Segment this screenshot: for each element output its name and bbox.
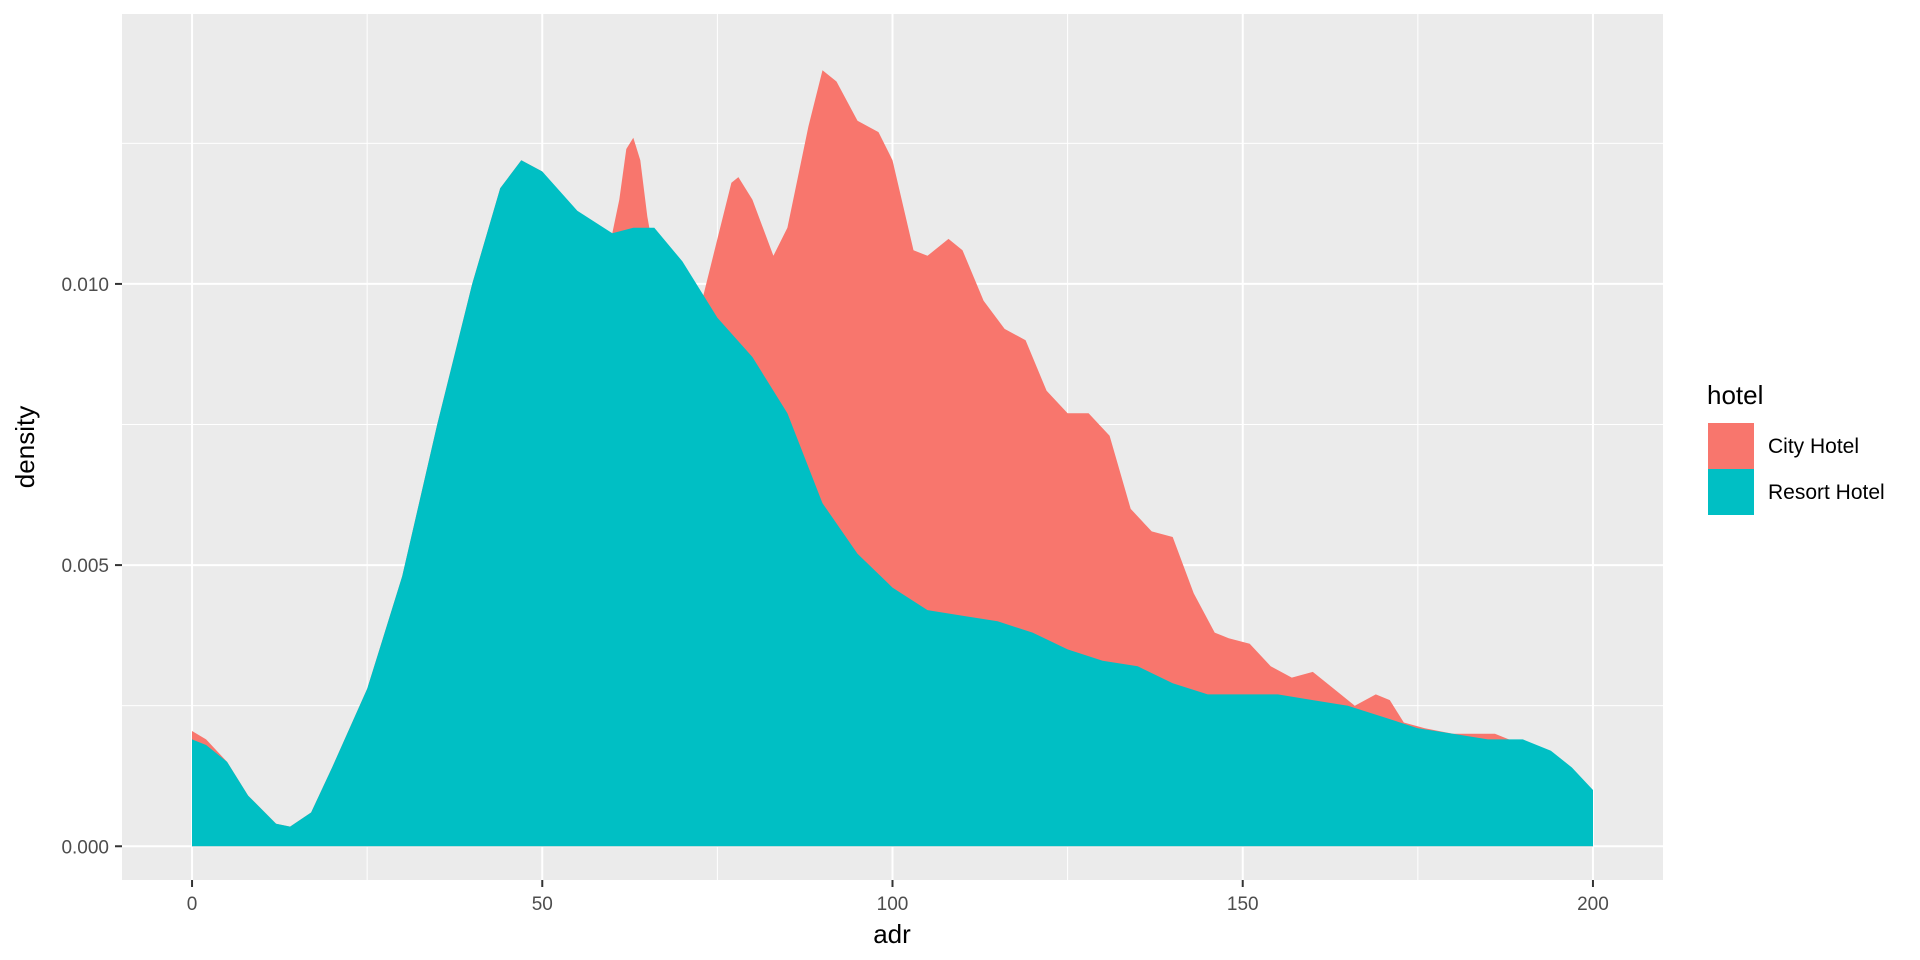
legend-title: hotel (1707, 380, 1763, 410)
y-tick-label: 0.010 (61, 275, 109, 296)
x-axis-title: adr (873, 919, 911, 949)
x-tick-label: 200 (1577, 894, 1609, 915)
y-tick-label: 0.000 (61, 837, 109, 858)
legend: hotel City Hotel Resort Hotel (1707, 380, 1885, 515)
x-axis-ticks: 0 50 100 150 200 (187, 880, 1609, 915)
density-areas (192, 70, 1593, 847)
density-area-resort-hotel (192, 160, 1593, 847)
x-tick-label: 50 (532, 894, 553, 915)
y-axis-ticks: 0.000 0.005 0.010 (61, 275, 122, 858)
legend-key-resort-hotel (1708, 469, 1754, 515)
y-tick-label: 0.005 (61, 556, 109, 577)
legend-label-resort-hotel: Resort Hotel (1768, 481, 1885, 504)
legend-key-city-hotel (1708, 423, 1754, 469)
legend-label-city-hotel: City Hotel (1768, 435, 1859, 458)
x-tick-label: 0 (187, 894, 198, 915)
x-tick-label: 150 (1227, 894, 1259, 915)
x-tick-label: 100 (877, 894, 909, 915)
y-axis-title: density (10, 406, 40, 488)
